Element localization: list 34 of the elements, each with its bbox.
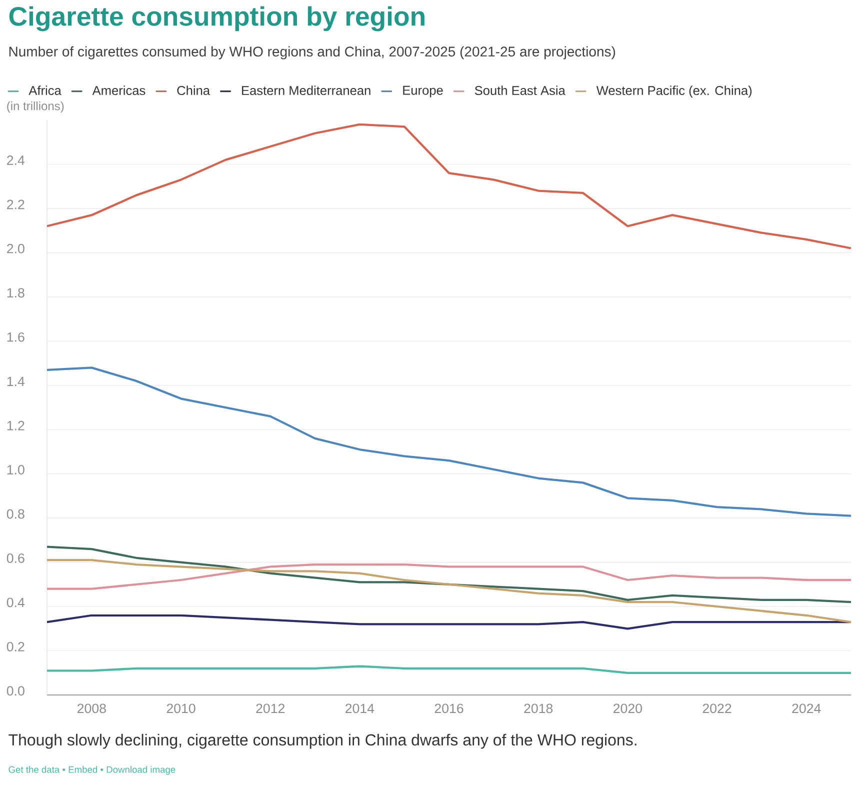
x-tick-label: 2010	[166, 704, 196, 714]
chart-title: Cigarette consumption by region	[9, 6, 424, 32]
y-tick-label: 1.4	[7, 376, 25, 386]
y-tick-label: 1.6	[7, 332, 24, 342]
legend-label: Africa	[28, 86, 62, 96]
x-tick-label: 2008	[78, 704, 106, 714]
legend-label: Western Pacific (ex. China)	[596, 86, 752, 98]
y-tick-label: 0.2	[6, 642, 24, 652]
x-tick-label: 2016	[434, 704, 464, 714]
y-tick-label: 0.4	[6, 598, 25, 608]
legend-label: Europe	[403, 86, 443, 98]
legend-label: Americas	[92, 86, 146, 96]
x-tick-label: 2014	[346, 704, 374, 714]
y-tick-label: 0.8	[6, 509, 24, 519]
chart-subtitle: Number of cigarettes consumed by WHO regions and China, 2007-2025 (2021-25 are projections)	[9, 46, 616, 60]
text: Get the data • Embed • Download image	[8, 766, 176, 775]
legend-label: Eastern Mediterranean	[242, 86, 370, 96]
legend-label: South East Asia	[474, 86, 566, 96]
x-tick-label: 2018	[524, 704, 553, 714]
x-tick-label: 2012	[256, 704, 284, 714]
y-tick-label: 1.2	[7, 420, 24, 430]
legend-label: China	[177, 86, 210, 96]
y-tick-label: 1.8	[7, 288, 24, 298]
y-tick-label: 2.0	[7, 244, 24, 254]
x-tick-label: 2024	[792, 704, 821, 714]
y-tick-label: 2.2	[7, 200, 24, 210]
y-axis-title: (in trillions)	[7, 101, 64, 113]
text: Though slowly declining, cigarette consumption in China dwarfs any of the WHO regions.	[8, 734, 636, 749]
x-tick-label: 2020	[614, 704, 642, 714]
y-tick-label: 1.0	[7, 465, 24, 474]
x-tick-label: 2022	[702, 704, 732, 714]
y-tick-label: 0.0	[6, 686, 24, 696]
y-tick-label: 2.4	[7, 156, 25, 165]
y-tick-label: 0.6	[6, 553, 24, 563]
